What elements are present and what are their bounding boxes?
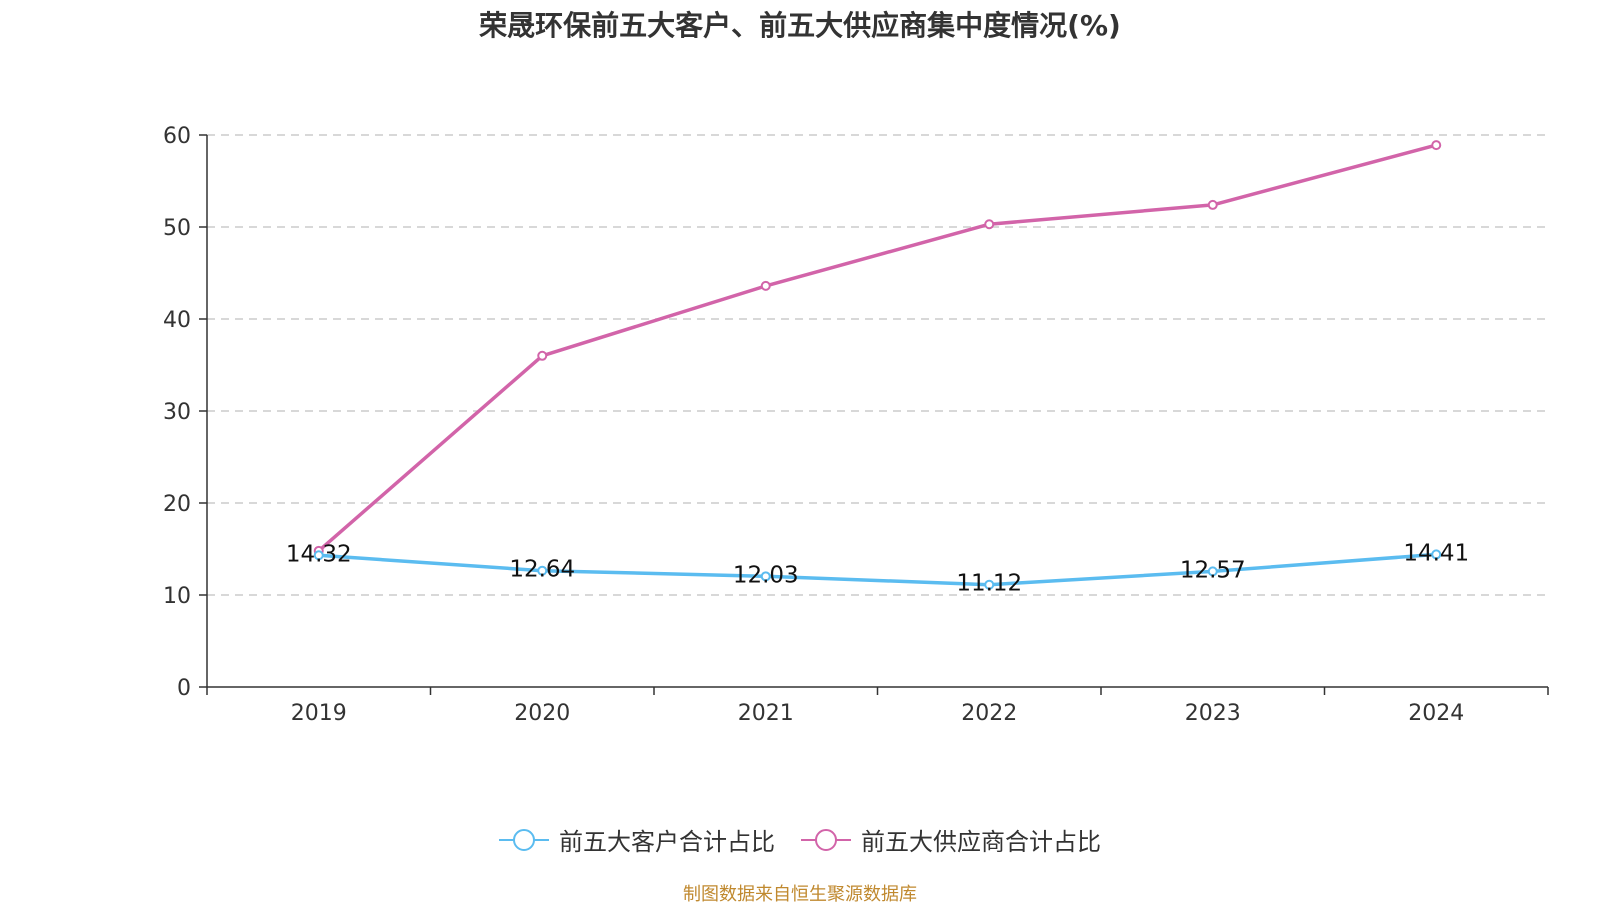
legend-line-circle-icon xyxy=(499,828,549,851)
data-point[interactable] xyxy=(1207,199,1218,210)
data-point[interactable] xyxy=(760,571,771,582)
legend-label-suppliers: 前五大供应商合计占比 xyxy=(861,828,1101,856)
x-tick-label: 2022 xyxy=(961,701,1017,726)
y-tick-label: 30 xyxy=(163,400,191,425)
legend-line-circle-icon xyxy=(801,828,851,851)
data-point[interactable] xyxy=(984,579,995,590)
x-tick-label: 2023 xyxy=(1185,701,1241,726)
x-tick-label: 2020 xyxy=(514,701,570,726)
legend: 前五大客户合计占比 前五大供应商合计占比 xyxy=(0,822,1600,857)
data-label: 14.41 xyxy=(1403,540,1469,566)
data-label: 12.64 xyxy=(509,557,575,583)
legend-label-customers: 前五大客户合计占比 xyxy=(559,828,775,856)
series-layer xyxy=(313,140,1442,590)
x-tick-label: 2019 xyxy=(291,701,347,726)
source-note: 制图数据来自恒生聚源数据库 xyxy=(683,884,917,905)
series-line-0 xyxy=(317,552,1439,587)
data-labels: 14.32 12.64 12.03 11.12 12.57 14.41 xyxy=(286,540,1469,596)
x-tick-label: 2021 xyxy=(738,701,794,726)
y-tick-label: 50 xyxy=(163,216,191,241)
axes: 0 10 20 30 40 50 60 2019 2020 2021 2022 2023 2024 xyxy=(163,124,1549,726)
data-point[interactable] xyxy=(984,219,995,230)
y-tick-label: 0 xyxy=(177,676,191,701)
data-label: 12.03 xyxy=(733,562,799,588)
data-label: 12.57 xyxy=(1180,557,1246,583)
data-point[interactable] xyxy=(1431,140,1442,151)
data-point[interactable] xyxy=(313,550,324,561)
y-tick-label: 20 xyxy=(163,492,191,517)
data-point[interactable] xyxy=(1207,566,1218,577)
data-point[interactable] xyxy=(537,565,548,576)
chart-title: 荣晟环保前五大客户、前五大供应商集中度情况(%) xyxy=(479,9,1121,42)
data-point[interactable] xyxy=(537,350,548,361)
data-label: 11.12 xyxy=(956,571,1022,597)
y-tick-label: 60 xyxy=(163,124,191,149)
data-point[interactable] xyxy=(760,280,771,291)
grid-lines xyxy=(207,134,1548,596)
legend-item-customers[interactable]: 前五大客户合计占比 xyxy=(499,822,775,857)
y-tick-label: 10 xyxy=(163,584,191,609)
y-tick-label: 40 xyxy=(163,308,191,333)
legend-item-suppliers[interactable]: 前五大供应商合计占比 xyxy=(801,822,1101,857)
series-line-1 xyxy=(317,143,1439,553)
x-tick-label: 2024 xyxy=(1408,701,1464,726)
data-point[interactable] xyxy=(1431,549,1442,560)
data-label: 14.32 xyxy=(286,541,352,567)
